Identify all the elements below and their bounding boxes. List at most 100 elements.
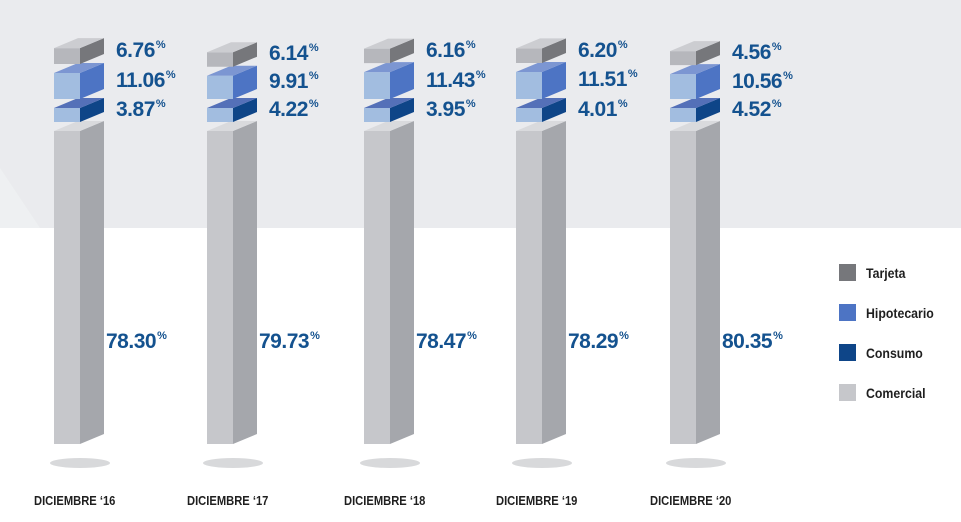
bar-tarjeta-5-side — [696, 41, 720, 66]
bar-consumo-1-front — [54, 108, 80, 122]
bar-hipotecario-1-front — [54, 73, 80, 99]
bar-comercial-2-top — [207, 121, 257, 131]
bar-shadow-1 — [50, 458, 110, 468]
category-label-diciembre-19: DICIEMBRE ‘19 — [496, 493, 578, 508]
bar-comercial-1-front — [54, 131, 80, 444]
bar-comercial-2-front — [207, 131, 233, 444]
bar-comercial-4-side — [542, 121, 566, 444]
bar-comercial-4-front — [516, 131, 542, 444]
label-tarjeta-4-value: 6.20 — [578, 38, 617, 62]
legend-label-tarjeta: Tarjeta — [866, 264, 906, 281]
label-comercial-1-unit: % — [157, 330, 167, 342]
bar-comercial-5-side — [696, 121, 720, 444]
legend-item-comercial: Comercial — [839, 382, 943, 403]
label-consumo-1: 3.87% — [116, 98, 166, 122]
bar-hipotecario-4-front — [516, 71, 542, 99]
bar-consumo-2-front — [207, 108, 233, 122]
chart-legend: Tarjeta Hipotecario Consumo Comercial — [839, 262, 943, 422]
label-consumo-2-unit: % — [308, 98, 319, 110]
label-comercial-5: 80.35% — [722, 330, 783, 354]
label-consumo-3-value: 3.95 — [426, 98, 465, 121]
bar-tarjeta-3-side — [390, 38, 414, 64]
label-hipotecario-5-value: 10.56 — [732, 69, 783, 93]
label-hipotecario-4-value: 11.51 — [578, 68, 627, 92]
bar-tarjeta-5-front — [670, 51, 696, 66]
label-consumo-2-value: 4.22 — [269, 98, 308, 121]
label-comercial-2-value: 79.73 — [259, 330, 310, 353]
legend-swatch-hipotecario — [839, 304, 856, 321]
bar-tarjeta-2 — [207, 42, 257, 67]
bar-tarjeta-2-front — [207, 52, 233, 67]
label-comercial-3-unit: % — [467, 330, 477, 342]
label-tarjeta-1-unit: % — [155, 39, 166, 52]
label-comercial-3: 78.47% — [416, 330, 477, 354]
bar-comercial-3-front — [364, 131, 390, 444]
bar-hipotecario-5-front — [670, 74, 696, 99]
label-hipotecario-5: 10.56% — [732, 70, 793, 94]
bar-consumo-1-top — [54, 98, 104, 108]
label-consumo-1-value: 3.87 — [116, 98, 155, 121]
label-tarjeta-4: 6.20% — [578, 39, 628, 63]
label-tarjeta-2-value: 6.14 — [269, 42, 308, 66]
legend-item-hipotecario: Hipotecario — [839, 302, 943, 323]
bar-hipotecario-4-top — [516, 61, 566, 72]
label-consumo-4: 4.01% — [578, 98, 628, 122]
bar-tarjeta-3 — [364, 38, 414, 64]
legend-swatch-tarjeta — [839, 264, 856, 281]
bar-comercial-3-top — [364, 121, 414, 131]
bar-tarjeta-4 — [516, 38, 566, 63]
label-hipotecario-1: 11.06% — [116, 69, 176, 93]
label-comercial-2-unit: % — [310, 330, 320, 342]
label-hipotecario-2-unit: % — [308, 70, 319, 83]
label-hipotecario-3: 11.43% — [426, 69, 486, 93]
label-hipotecario-2-value: 9.91 — [269, 70, 308, 94]
label-consumo-5-unit: % — [771, 98, 782, 110]
bar-consumo-5-side — [696, 98, 720, 122]
bar-hipotecario-2 — [207, 65, 257, 99]
category-label-diciembre-18: DICIEMBRE ‘18 — [344, 493, 426, 508]
bar-tarjeta-1-top — [54, 38, 104, 49]
label-consumo-3: 3.95% — [426, 98, 476, 122]
label-comercial-1: 78.30% — [106, 330, 167, 354]
bar-shadow-5 — [666, 458, 726, 468]
bar-consumo-2 — [207, 98, 257, 122]
bar-consumo-3-front — [364, 108, 390, 122]
bar-comercial-5-front — [670, 131, 696, 444]
label-consumo-3-unit: % — [465, 98, 476, 110]
label-tarjeta-2-unit: % — [308, 42, 319, 55]
bar-consumo-5-top — [670, 98, 720, 108]
label-hipotecario-5-unit: % — [783, 69, 793, 82]
label-tarjeta-1: 6.76% — [116, 39, 166, 63]
bar-consumo-5 — [670, 98, 720, 122]
bar-tarjeta-4-front — [516, 48, 542, 63]
legend-item-tarjeta: Tarjeta — [839, 262, 943, 283]
label-comercial-4-unit: % — [619, 330, 629, 342]
bar-hipotecario-3-side — [390, 62, 414, 99]
bar-comercial-5 — [670, 121, 720, 444]
label-hipotecario-1-value: 11.06 — [116, 69, 165, 92]
bar-comercial-4 — [516, 121, 566, 444]
label-comercial-3-value: 78.47 — [416, 330, 467, 353]
label-hipotecario-2: 9.91% — [269, 70, 319, 94]
bar-comercial-2 — [207, 121, 257, 444]
bar-consumo-2-top — [207, 98, 257, 108]
bar-hipotecario-5-top — [670, 64, 720, 75]
bar-tarjeta-4-top — [516, 38, 566, 49]
label-tarjeta-5-value: 4.56 — [732, 41, 771, 65]
label-tarjeta-5: 4.56% — [732, 41, 782, 65]
bar-consumo-1 — [54, 98, 104, 122]
bar-hipotecario-4 — [516, 61, 566, 99]
bar-consumo-4-side — [542, 98, 566, 122]
bar-consumo-3-top — [364, 98, 414, 108]
bar-consumo-4-top — [516, 98, 566, 108]
bar-tarjeta-5 — [670, 41, 720, 66]
bar-hipotecario-2-side — [233, 65, 257, 99]
bar-comercial-1-top — [54, 121, 104, 131]
bar-hipotecario-2-front — [207, 75, 233, 99]
label-tarjeta-3: 6.16% — [426, 39, 476, 63]
label-comercial-1-value: 78.30 — [106, 330, 157, 353]
label-hipotecario-3-unit: % — [475, 68, 486, 81]
bar-shadow-2 — [203, 458, 263, 468]
label-consumo-4-unit: % — [617, 98, 628, 110]
